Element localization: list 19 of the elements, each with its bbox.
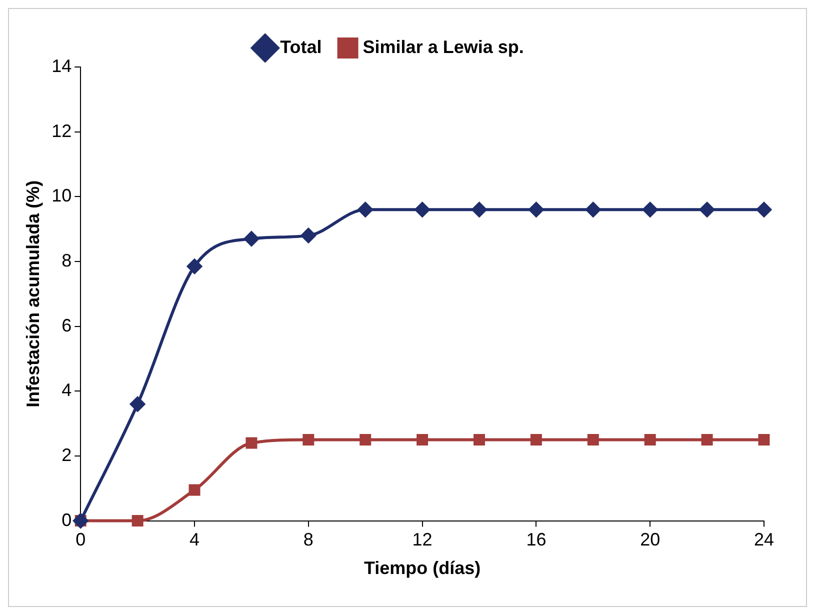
x-tick-label: 0 <box>76 530 86 550</box>
x-tick-label: 12 <box>412 530 432 550</box>
x-axis-title: Tiempo (días) <box>364 558 481 578</box>
x-tick-label: 24 <box>754 530 774 550</box>
y-tick-label: 14 <box>52 56 72 76</box>
y-tick-label: 12 <box>52 120 72 141</box>
y-tick-label: 10 <box>52 186 72 206</box>
x-tick-label: 4 <box>190 530 200 550</box>
x-tick-label: 8 <box>303 530 314 550</box>
x-tick-label: 16 <box>526 530 546 550</box>
y-axis-title: Infestación acumulada (%) <box>22 180 43 408</box>
legend-label: Similar a Lewia sp. <box>362 36 524 57</box>
y-tick-label: 8 <box>62 250 72 270</box>
y-tick-label: 0 <box>62 510 72 530</box>
y-tick-label: 2 <box>62 444 72 465</box>
y-tick-label: 6 <box>62 315 72 336</box>
legend-label: Total <box>280 36 322 57</box>
x-tick-label: 20 <box>640 530 660 550</box>
y-tick-label: 4 <box>62 380 72 400</box>
